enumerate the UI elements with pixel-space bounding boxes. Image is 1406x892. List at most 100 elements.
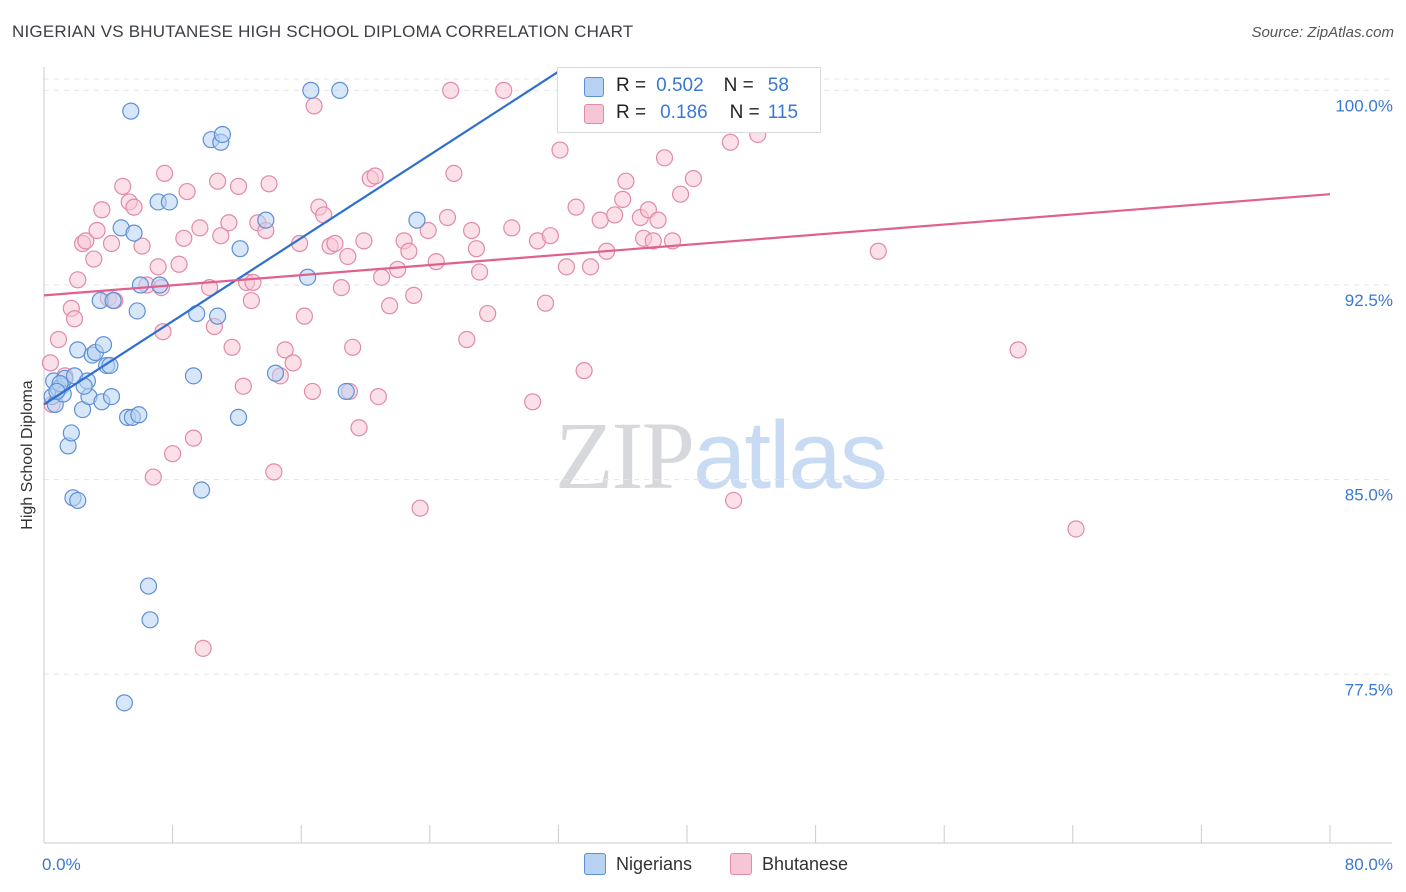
bhutanese-point [265,463,283,481]
bhutanese-point [869,242,887,260]
nigerian-point [229,408,248,426]
bhutanese-point [234,377,252,395]
bhutanese-point [591,211,609,229]
bhutanese-point [606,206,624,224]
tick-labels: 77.5% 85.0% 92.5% 100.0% 0.0% 80.0% [42,96,1393,874]
bhutanese-point [495,81,513,99]
bhutanese-point [65,310,84,328]
axes [43,67,1392,844]
bhutanese-point [220,214,238,232]
bhutanese-point [389,260,407,279]
bhutanese-point [326,234,344,253]
correlation-legend: R = 0.502 N = 58 R = 0.186 N = 115 [557,67,821,133]
bhutanese-point [614,190,632,208]
bhutanese-point [149,258,167,276]
bhutanese-point [114,177,132,195]
nigerian-point [69,491,87,510]
bhutanese-point [655,149,674,167]
legend-row-bhutanese: R = 0.186 N = 115 [616,101,798,125]
legend-n-value: 115 [767,102,799,123]
bhutanese-point [503,219,521,237]
nigerian-trend-line [43,68,563,406]
bhutanese-point [442,81,460,99]
bhutanese-point [332,279,350,297]
nigerian-point [331,81,349,99]
nigerian-point [257,211,275,229]
bhutanese-point [557,258,576,276]
nigerian-point [102,388,121,406]
bhutanese-point [144,468,162,486]
nigerian-points [43,81,426,712]
bhutanese-point [212,227,230,245]
bhutanese-point [405,286,423,304]
trend-lines [43,68,1331,406]
bhutanese-point [581,258,600,276]
bhutanese-point [284,354,302,372]
bhutanese-point [536,294,555,312]
bhutanese-point [381,297,399,315]
x-tick-label: 0.0% [42,855,81,874]
nigerian-point [209,307,227,325]
nigerian-point [299,268,317,286]
bhutanese-point [295,307,314,325]
watermark-atlas: atlas [693,402,888,509]
bhutanese-point [191,219,209,237]
bhutanese-point [575,362,593,380]
nigerian-point [101,356,119,375]
bhutanese-point [49,330,68,349]
bhutanese-point [178,182,196,201]
gridlines [44,78,1392,675]
bhutanese-point [725,491,743,510]
bhutanese-point [223,338,241,356]
y-tick-label: 77.5% [1345,680,1393,699]
watermark-zip: ZIP [555,402,695,509]
bhutanese-point [125,198,143,216]
bhutanese-point [369,388,387,406]
bhutanese-point [684,169,703,188]
bhutanese-point [671,185,690,203]
legend-n-value: 58 [767,75,789,96]
bhutanese-point [471,263,489,281]
bhutanese-point [41,354,60,372]
legend-n-label: N = [729,102,760,123]
series-swatch-nigerians [584,853,606,875]
bhutanese-point [524,393,542,411]
nigerian-point [104,291,122,310]
series-legend-bhutanese[interactable]: Bhutanese [730,852,848,876]
bhutanese-point [339,247,357,266]
bhutanese-point [194,639,212,657]
legend-r-label: R = [616,102,647,123]
bhutanese-point [445,164,463,183]
bhutanese-point [551,141,569,159]
nigerian-point [408,211,426,229]
series-legend-nigerians[interactable]: Nigerians [584,852,692,876]
nigerian-point [130,406,148,424]
bhutanese-point [155,164,174,183]
bhutanese-point [229,177,248,195]
nigerian-point [337,382,355,401]
nigerian-point [231,240,249,258]
bhutanese-point [276,341,294,359]
bhutanese-point [372,268,391,286]
nigerian-point [62,424,80,442]
bhutanese-point [411,499,429,517]
bhutanese-point [644,232,662,250]
bhutanese-point [458,330,476,349]
bhutanese-point [467,240,486,258]
legend-n-label: N = [723,75,754,96]
series-label-bhutanese: Bhutanese [762,853,849,874]
legend-r-value: 0.186 [660,102,708,123]
legend-row-nigerians: R = 0.502 N = 58 [616,74,789,98]
bhutanese-point [175,229,193,247]
nigerian-point [94,336,113,354]
series-swatch-bhutanese [730,853,752,875]
chart-title: NIGERIAN VS BHUTANESE HIGH SCHOOL DIPLOM… [12,22,634,41]
bhutanese-trend-line [43,193,1331,297]
bhutanese-point [1067,520,1085,538]
legend-r-label: R = [616,75,647,96]
bhutanese-point [102,234,121,253]
nigerian-point [213,125,232,144]
nigerian-point [75,377,93,395]
bhutanese-point [69,271,87,289]
